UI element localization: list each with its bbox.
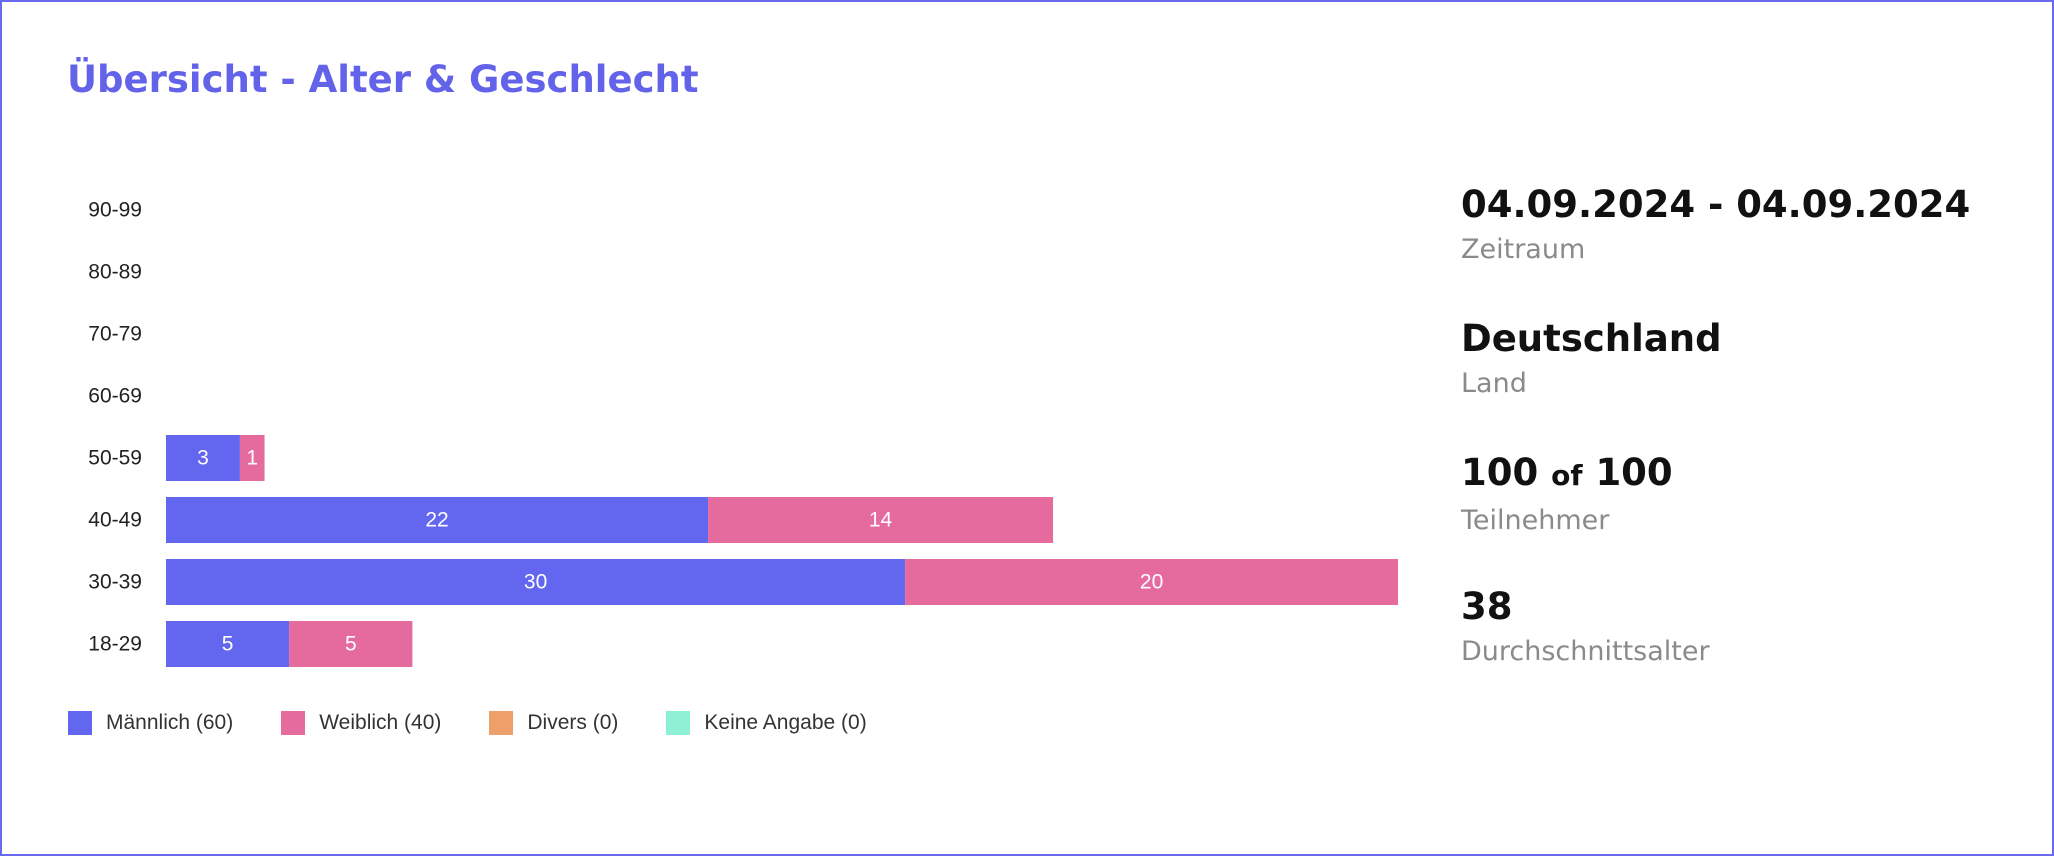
bar-maennlich-40-49[interactable] <box>166 497 709 543</box>
bar-weiblich-50-59[interactable] <box>239 435 265 481</box>
bar-weiblich-40-49[interactable] <box>708 497 1054 543</box>
participants-total: 100 <box>1595 451 1673 494</box>
legend-item-weiblich[interactable]: Weiblich (40) <box>281 711 441 735</box>
bar-weiblich-30-39[interactable] <box>905 559 1398 605</box>
stats-panel: 04.09.2024 - 04.09.2024 Zeitraum Deutsch… <box>1461 182 1970 718</box>
data-label-weiblich-40-49: 14 <box>869 509 893 532</box>
tick-label-90-99: 90-99 <box>88 199 142 222</box>
legend-label-weiblich: Weiblich (40) <box>319 711 442 734</box>
stat-country-value: Deutschland <box>1461 317 1722 360</box>
legend-item-keine-angabe[interactable]: Keine Angabe (0) <box>666 711 867 735</box>
data-label-weiblich-50-59: 1 <box>246 447 258 470</box>
legend-item-maennlich[interactable]: Männlich (60) <box>68 711 233 735</box>
legend-swatch-divers <box>489 711 514 735</box>
legend-swatch-weiblich <box>281 711 306 735</box>
tick-label-18-29: 18-29 <box>88 633 142 656</box>
stat-average-age-value: 38 <box>1461 585 1513 628</box>
tick-label-50-59: 50-59 <box>88 447 142 470</box>
data-label-maennlich-30-39: 30 <box>524 571 547 594</box>
legend: Männlich (60) Weiblich (40) Divers (0) K… <box>68 711 915 735</box>
stat-average-age: 38 Durchschnittsalter <box>1461 584 1970 718</box>
stat-country: Deutschland Land <box>1461 316 1970 450</box>
stat-participants-value: 100 of 100 <box>1461 450 1970 499</box>
data-label-weiblich-18-29: 5 <box>345 633 357 656</box>
data-label-maennlich-40-49: 22 <box>425 509 448 532</box>
stat-participants: 100 of 100 Teilnehmer <box>1461 450 1970 584</box>
stat-participants-label: Teilnehmer <box>1461 505 1610 536</box>
bar-weiblich-18-29[interactable] <box>289 621 413 667</box>
legend-swatch-keine-angabe <box>666 711 691 735</box>
tick-label-60-69: 60-69 <box>88 385 142 408</box>
stat-period-value: 04.09.2024 - 04.09.2024 <box>1461 183 1971 226</box>
bar-maennlich-50-59[interactable] <box>166 435 240 481</box>
stat-period: 04.09.2024 - 04.09.2024 Zeitraum <box>1461 182 1970 316</box>
data-label-maennlich-50-59: 3 <box>197 447 209 470</box>
chart-title: Übersicht - Alter & Geschlecht <box>67 58 699 101</box>
age-gender-chart: 90-99 80-89 70-79 60-69 50-59 3 1 40-49 22 14 30-3… <box>88 199 1398 667</box>
bar-maennlich-30-39[interactable] <box>166 559 906 605</box>
tick-label-70-79: 70-79 <box>88 323 142 346</box>
stat-country-label: Land <box>1461 368 1527 399</box>
tick-label-40-49: 40-49 <box>88 509 142 532</box>
participants-count: 100 <box>1461 451 1539 494</box>
legend-label-keine-angabe: Keine Angabe (0) <box>704 711 867 734</box>
participants-of: of <box>1551 459 1583 492</box>
bar-maennlich-18-29[interactable] <box>166 621 290 667</box>
data-label-weiblich-30-39: 20 <box>1140 571 1163 594</box>
data-label-maennlich-18-29: 5 <box>222 633 234 656</box>
stat-average-age-label: Durchschnittsalter <box>1461 636 1710 667</box>
legend-label-divers: Divers (0) <box>527 711 619 734</box>
tick-label-80-89: 80-89 <box>88 261 142 284</box>
legend-swatch-maennlich <box>68 711 92 735</box>
legend-item-divers[interactable]: Divers (0) <box>489 711 618 735</box>
legend-label-maennlich: Männlich (60) <box>106 711 234 734</box>
stat-period-label: Zeitraum <box>1461 234 1586 265</box>
tick-label-30-39: 30-39 <box>88 571 142 594</box>
